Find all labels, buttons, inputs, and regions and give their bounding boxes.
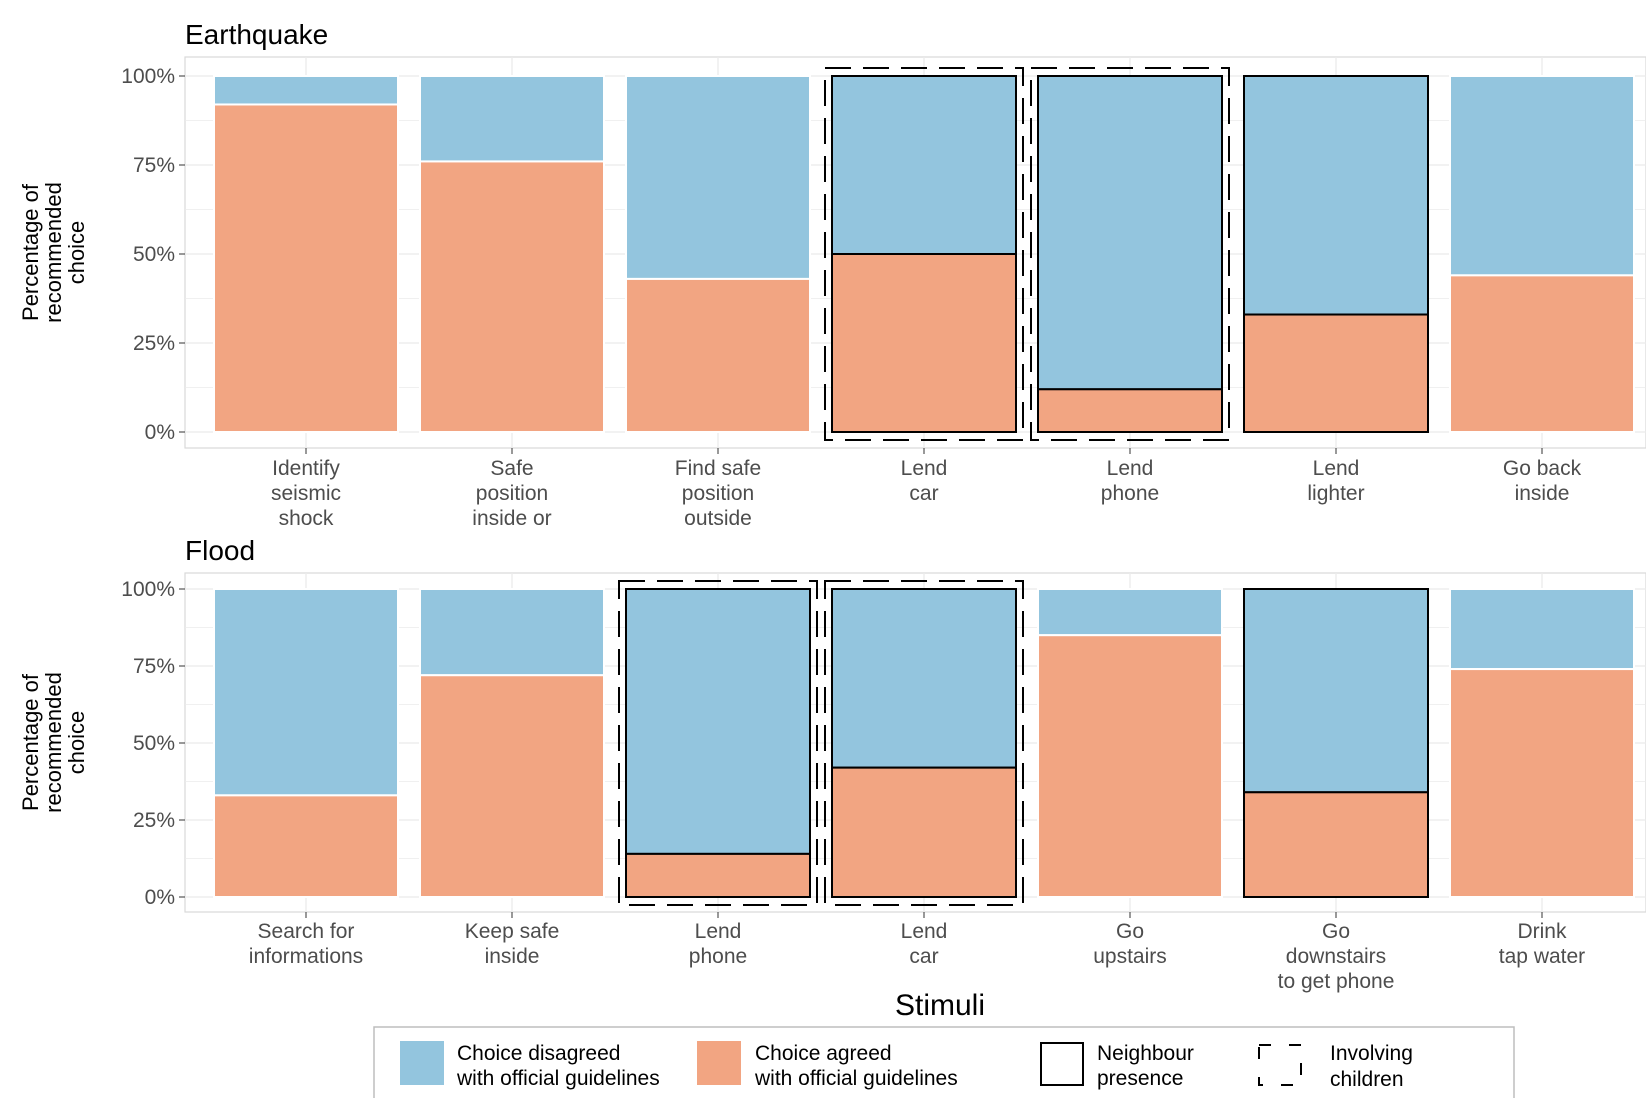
bar-agreed	[625, 277, 811, 434]
category-label: Identify seismic shock	[271, 457, 341, 530]
panel-flood: Flood 0% 25% 50% 75% 100% Percentage ofrecomme…	[18, 535, 1646, 993]
y-tick-label: 0%	[145, 421, 175, 444]
legend-frame	[373, 1026, 1515, 1103]
legend-key-children	[1258, 1044, 1302, 1086]
bar-agreed	[213, 103, 399, 433]
bar-agreed	[1037, 388, 1223, 433]
y-tick-label: 25%	[133, 809, 175, 832]
bar-agreed	[419, 674, 605, 898]
bar-agreed	[1243, 313, 1429, 433]
bar-disagreed	[419, 588, 605, 677]
legend-key-agreed	[697, 1041, 741, 1085]
children-marker	[618, 580, 818, 906]
category-label: Lend phone	[689, 920, 747, 968]
panel-title: Flood	[185, 535, 255, 566]
legend-key-neighbour	[1040, 1042, 1084, 1086]
category-label: Drink tap water	[1499, 920, 1585, 968]
bar-disagreed	[831, 588, 1017, 769]
bar-disagreed	[625, 75, 811, 280]
y-tick-label: 50%	[133, 732, 175, 755]
bar-disagreed	[1243, 588, 1429, 794]
y-tick-label: 75%	[133, 154, 175, 177]
legend: Choice disagreed with official guidelines…	[373, 1026, 1515, 1103]
legend-label-children: Involving children	[1330, 1042, 1413, 1091]
category-label: Go upstairs	[1093, 920, 1167, 968]
bar-agreed	[1449, 274, 1635, 433]
panel-title: Earthquake	[185, 19, 328, 50]
category-label: Search for informations	[249, 920, 363, 968]
category-label: Lend car	[901, 920, 948, 968]
bar-disagreed	[625, 588, 811, 855]
bar-disagreed	[1243, 75, 1429, 316]
x-axis-title: Stimuli	[895, 989, 985, 1022]
bar-disagreed	[1449, 588, 1635, 671]
bar-agreed	[419, 160, 605, 433]
category-label: Go downstairs to get phone	[1278, 920, 1395, 993]
bar-agreed	[213, 794, 399, 898]
bar-disagreed	[1449, 75, 1635, 277]
category-label: Lend car	[901, 457, 948, 505]
y-axis-title: Percentage ofrecommendedchoice	[18, 182, 89, 323]
category-label: Find safe position outside	[675, 457, 761, 530]
y-tick-label: 100%	[121, 65, 175, 88]
bar-disagreed	[1037, 588, 1223, 637]
y-tick-label: 25%	[133, 332, 175, 355]
children-marker	[824, 580, 1024, 906]
y-tick-label: 75%	[133, 655, 175, 678]
legend-label-neighbour: Neighbour presence	[1097, 1042, 1194, 1090]
category-label: Lend phone	[1101, 457, 1159, 505]
legend-label-disagreed: Choice disagreed with official guidelines	[456, 1042, 660, 1090]
category-label: Keep safe inside	[465, 920, 560, 968]
bar-disagreed	[831, 75, 1017, 255]
category-label: Safe position inside or	[472, 457, 551, 530]
category-label: Go back inside	[1503, 457, 1582, 505]
bar-agreed	[831, 253, 1017, 433]
bar-agreed	[831, 766, 1017, 899]
panel-earthquake: Earthquake 0% 25% 50% 75% 100% Percentage ofre…	[18, 19, 1646, 530]
bar-agreed	[1449, 668, 1635, 899]
bar-disagreed	[213, 588, 399, 797]
y-tick-label: 50%	[133, 243, 175, 266]
bar-disagreed	[1037, 75, 1223, 391]
bar-agreed	[1037, 634, 1223, 898]
children-marker	[1030, 67, 1230, 441]
y-axis-title: Percentage ofrecommendedchoice	[18, 672, 89, 813]
category-label: Lend lighter	[1307, 457, 1364, 505]
legend-key-disagreed	[400, 1041, 444, 1085]
bar-agreed	[1243, 791, 1429, 899]
bar-disagreed	[419, 75, 605, 163]
bar-agreed	[625, 852, 811, 899]
children-marker	[824, 67, 1024, 441]
legend-label-agreed: Choice agreed with official guidelines	[754, 1042, 958, 1090]
y-tick-label: 0%	[145, 886, 175, 909]
bar-disagreed	[213, 75, 399, 106]
y-tick-label: 100%	[121, 578, 175, 601]
